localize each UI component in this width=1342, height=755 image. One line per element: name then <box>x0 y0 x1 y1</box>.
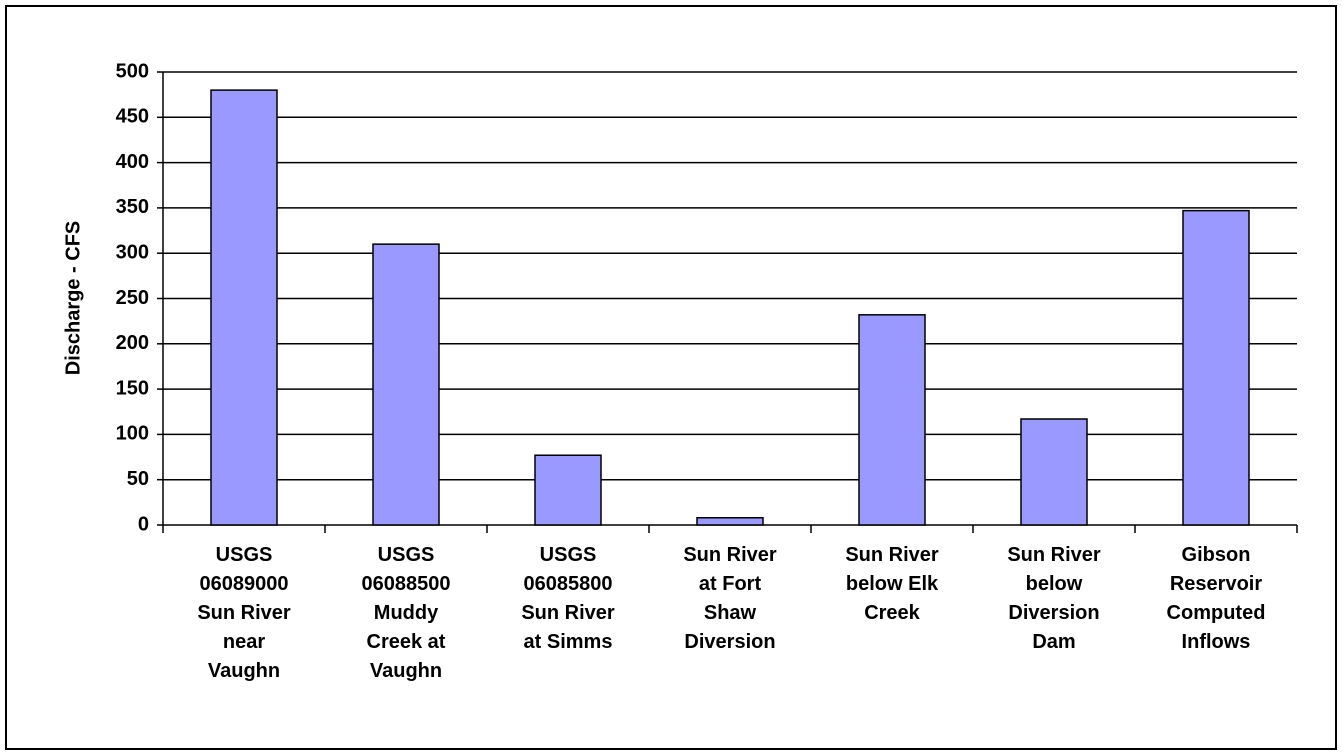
y-tick-label: 50 <box>127 468 149 490</box>
bar <box>372 243 440 526</box>
y-tick-label: 350 <box>116 196 149 218</box>
y-tick-label: 200 <box>116 332 149 354</box>
bar <box>534 454 602 526</box>
y-axis-label: Discharge - CFS <box>62 221 84 375</box>
bar <box>1020 418 1088 526</box>
x-tick-label: USGS 06088500 Muddy Creek at Vaughn <box>361 544 451 682</box>
x-tick-label: Gibson Reservoir Computed Inflows <box>1166 544 1266 653</box>
x-tick-label: Sun River at Fort Shaw Diversion <box>683 544 777 653</box>
y-tick-label: 400 <box>116 151 149 173</box>
bar <box>1182 209 1250 526</box>
bar <box>858 314 926 526</box>
y-tick-label: 450 <box>116 106 149 128</box>
y-tick-label: 250 <box>116 287 149 309</box>
x-tick-label: USGS 06089000 Sun River near Vaughn <box>197 544 291 682</box>
x-tick-label: USGS 06085800 Sun River at Simms <box>521 544 615 653</box>
y-tick-label: 100 <box>116 423 149 445</box>
bar <box>696 517 764 526</box>
y-tick-label: 0 <box>138 513 149 535</box>
y-tick-label: 300 <box>116 241 149 263</box>
y-tick-label: 150 <box>116 377 149 399</box>
bar <box>210 89 278 526</box>
x-tick-label: Sun River below Elk Creek <box>845 544 939 624</box>
x-tick-label: Sun River below Diversion Dam <box>1007 544 1101 653</box>
y-tick-label: 500 <box>116 60 149 82</box>
